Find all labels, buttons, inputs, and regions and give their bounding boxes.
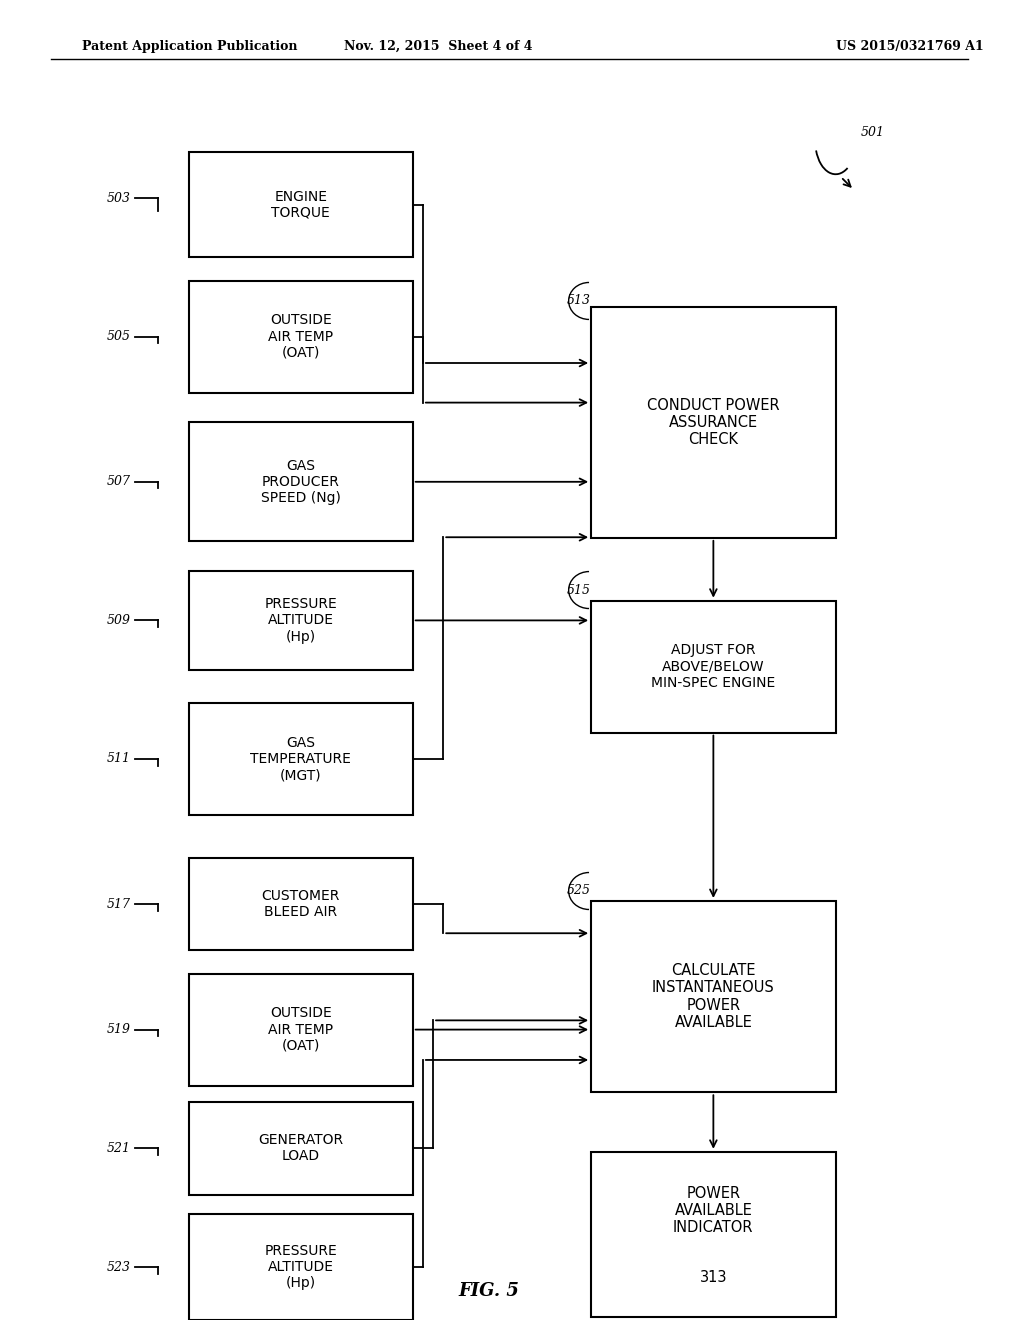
Text: 503: 503: [106, 191, 130, 205]
FancyBboxPatch shape: [591, 1151, 836, 1317]
Text: POWER
AVAILABLE
INDICATOR: POWER AVAILABLE INDICATOR: [673, 1185, 754, 1236]
Text: 519: 519: [106, 1023, 130, 1036]
Text: 525: 525: [566, 884, 591, 898]
FancyBboxPatch shape: [188, 152, 413, 257]
Text: 513: 513: [566, 294, 591, 308]
Text: GAS
PRODUCER
SPEED (Ng): GAS PRODUCER SPEED (Ng): [261, 458, 341, 506]
FancyBboxPatch shape: [188, 570, 413, 671]
Text: 507: 507: [106, 475, 130, 488]
FancyBboxPatch shape: [188, 1102, 413, 1195]
Text: Nov. 12, 2015  Sheet 4 of 4: Nov. 12, 2015 Sheet 4 of 4: [344, 40, 532, 53]
Text: 505: 505: [106, 330, 130, 343]
FancyBboxPatch shape: [188, 422, 413, 541]
Text: CALCULATE
INSTANTANEOUS
POWER
AVAILABLE: CALCULATE INSTANTANEOUS POWER AVAILABLE: [652, 964, 775, 1030]
Text: OUTSIDE
AIR TEMP
(OAT): OUTSIDE AIR TEMP (OAT): [268, 313, 333, 360]
Text: 509: 509: [106, 614, 130, 627]
FancyBboxPatch shape: [591, 601, 836, 733]
Text: 521: 521: [106, 1142, 130, 1155]
FancyBboxPatch shape: [188, 858, 413, 950]
Text: ENGINE
TORQUE: ENGINE TORQUE: [271, 190, 330, 219]
Text: 523: 523: [106, 1261, 130, 1274]
Text: US 2015/0321769 A1: US 2015/0321769 A1: [836, 40, 983, 53]
FancyBboxPatch shape: [591, 306, 836, 539]
FancyBboxPatch shape: [591, 900, 836, 1093]
Text: Patent Application Publication: Patent Application Publication: [82, 40, 297, 53]
FancyBboxPatch shape: [188, 1214, 413, 1320]
Text: 313: 313: [699, 1270, 727, 1286]
Text: CUSTOMER
BLEED AIR: CUSTOMER BLEED AIR: [261, 890, 340, 919]
FancyBboxPatch shape: [188, 974, 413, 1085]
Text: 515: 515: [566, 583, 591, 597]
Text: PRESSURE
ALTITUDE
(Hp): PRESSURE ALTITUDE (Hp): [264, 597, 337, 644]
Text: PRESSURE
ALTITUDE
(Hp): PRESSURE ALTITUDE (Hp): [264, 1243, 337, 1291]
Text: GENERATOR
LOAD: GENERATOR LOAD: [258, 1134, 343, 1163]
Text: OUTSIDE
AIR TEMP
(OAT): OUTSIDE AIR TEMP (OAT): [268, 1006, 333, 1053]
Text: GAS
TEMPERATURE
(MGT): GAS TEMPERATURE (MGT): [250, 735, 351, 783]
Text: 517: 517: [106, 898, 130, 911]
Text: FIG. 5: FIG. 5: [459, 1282, 519, 1300]
FancyBboxPatch shape: [188, 281, 413, 393]
Text: 511: 511: [106, 752, 130, 766]
Text: ADJUST FOR
ABOVE/BELOW
MIN-SPEC ENGINE: ADJUST FOR ABOVE/BELOW MIN-SPEC ENGINE: [651, 643, 775, 690]
Text: CONDUCT POWER
ASSURANCE
CHECK: CONDUCT POWER ASSURANCE CHECK: [647, 397, 779, 447]
Text: 501: 501: [861, 125, 885, 139]
FancyBboxPatch shape: [188, 702, 413, 814]
